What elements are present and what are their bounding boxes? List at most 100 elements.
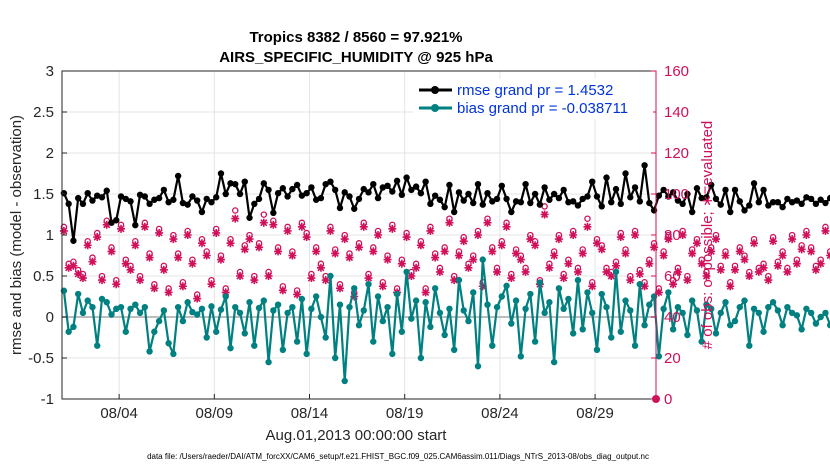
- evaluated-marker-39: [245, 235, 254, 244]
- bias-point-74: [412, 297, 420, 304]
- rmse-point-9: [103, 187, 110, 194]
- bias-point-156: [803, 305, 810, 312]
- bias-point-148: [765, 303, 772, 311]
- possible-marker-113: [598, 242, 605, 249]
- bias-point-151: [779, 322, 786, 329]
- bias-point-33: [217, 306, 225, 313]
- possible-marker-37: [236, 268, 244, 276]
- bias-point-159: [817, 313, 824, 321]
- possible-marker-93: [503, 219, 510, 227]
- bias-point-47: [284, 309, 291, 317]
- rmse-point-99: [531, 190, 539, 198]
- possible-marker-119: [627, 272, 634, 280]
- bias-point-122: [641, 322, 648, 329]
- evaluated-marker-98: [526, 235, 535, 244]
- possible-marker-90: [489, 244, 496, 251]
- rmse-point-54: [317, 194, 325, 202]
- evaluated-marker-72: [402, 233, 411, 242]
- rmse-point-44: [270, 209, 277, 217]
- x-tick-label-4: 08/24: [481, 405, 519, 422]
- rmse-point-1: [65, 200, 72, 208]
- bias-point-41: [255, 304, 263, 312]
- possible-marker-68: [384, 252, 391, 259]
- bias-point-147: [760, 328, 767, 335]
- rmse-point-149: [769, 199, 777, 206]
- rmse-point-23: [170, 196, 177, 203]
- bias-point-152: [784, 303, 791, 311]
- evaluated-marker-145: [750, 239, 759, 248]
- y-right-tick-label-8: 160: [664, 63, 689, 80]
- evaluated-marker-157: [807, 247, 816, 256]
- y-right-tick-label-4: 80: [664, 227, 681, 244]
- possible-marker-127: [665, 231, 672, 239]
- evaluated-marker-68: [383, 255, 392, 264]
- rmse-point-79: [436, 196, 444, 203]
- possible-marker-28: [193, 291, 201, 298]
- rmse-point-105: [560, 186, 567, 194]
- possible-marker-0: [60, 223, 68, 231]
- bias-point-106: [565, 295, 572, 303]
- y-right-tick-label-0: 0: [664, 391, 672, 408]
- rmse-point-39: [246, 214, 253, 221]
- evaluated-marker-139: [721, 251, 730, 260]
- possible-marker-147: [760, 260, 767, 268]
- rmse-point-68: [384, 182, 391, 189]
- possible-marker-161: [826, 248, 830, 255]
- rmse-point-151: [779, 203, 786, 211]
- evaluated-marker-134: [697, 259, 706, 268]
- bias-point-37: [236, 309, 244, 317]
- rmse-point-127: [665, 193, 672, 200]
- bias-point-146: [755, 309, 763, 317]
- rmse-point-141: [731, 186, 739, 194]
- bias-point-76: [422, 299, 429, 306]
- rmse-point-72: [403, 174, 410, 181]
- possible-marker-3: [74, 266, 82, 274]
- possible-marker-151: [779, 248, 786, 255]
- rmse-point-11: [113, 217, 120, 224]
- bias-point-8: [98, 295, 106, 303]
- possible-marker-121: [636, 266, 644, 274]
- possible-marker-77: [427, 223, 434, 231]
- rmse-point-17: [141, 193, 149, 200]
- rmse-point-80: [441, 203, 448, 211]
- rmse-point-104: [555, 194, 563, 202]
- possible-marker-79: [436, 264, 444, 272]
- evaluated-marker-50: [297, 222, 306, 231]
- rmse-point-40: [251, 200, 258, 208]
- bias-point-40: [251, 342, 258, 349]
- evaluated-marker-80: [440, 247, 449, 256]
- rmse-point-94: [508, 208, 515, 216]
- rmse-point-128: [669, 189, 677, 196]
- possible-marker-35: [227, 235, 234, 243]
- evaluated-marker-148: [764, 276, 773, 285]
- bias-point-69: [389, 350, 396, 358]
- evaluated-marker-126: [659, 251, 668, 260]
- rmse-point-48: [289, 185, 296, 193]
- rmse-point-158: [812, 200, 820, 208]
- possible-marker-97: [522, 264, 529, 272]
- rmse-point-26: [184, 201, 191, 208]
- evaluated-marker-41: [255, 243, 264, 252]
- possible-marker-89: [484, 215, 491, 222]
- rmse-point-131: [684, 190, 691, 198]
- rmse-point-148: [765, 202, 772, 209]
- evaluated-marker-120: [631, 231, 640, 239]
- rmse-point-118: [622, 170, 629, 177]
- possible-marker-141: [731, 262, 739, 270]
- rmse-point-96: [517, 199, 525, 206]
- rmse-point-42: [260, 180, 268, 187]
- bias-point-113: [598, 290, 605, 298]
- evaluated-marker-29: [197, 239, 206, 248]
- bias-point-42: [260, 297, 268, 304]
- bias-point-99: [531, 338, 539, 345]
- rmse-point-59: [341, 189, 348, 196]
- bias-point-27: [189, 308, 196, 316]
- rmse-point-46: [279, 185, 287, 192]
- possible-marker-104: [555, 231, 563, 239]
- y-axis-label-right: # of obs: o=possible; ∗=evaluated: [699, 121, 716, 350]
- bias-point-59: [341, 377, 348, 385]
- bias-point-2: [70, 323, 77, 331]
- evaluated-marker-46: [278, 286, 287, 295]
- possible-marker-53: [312, 244, 320, 251]
- bias-point-140: [727, 322, 734, 329]
